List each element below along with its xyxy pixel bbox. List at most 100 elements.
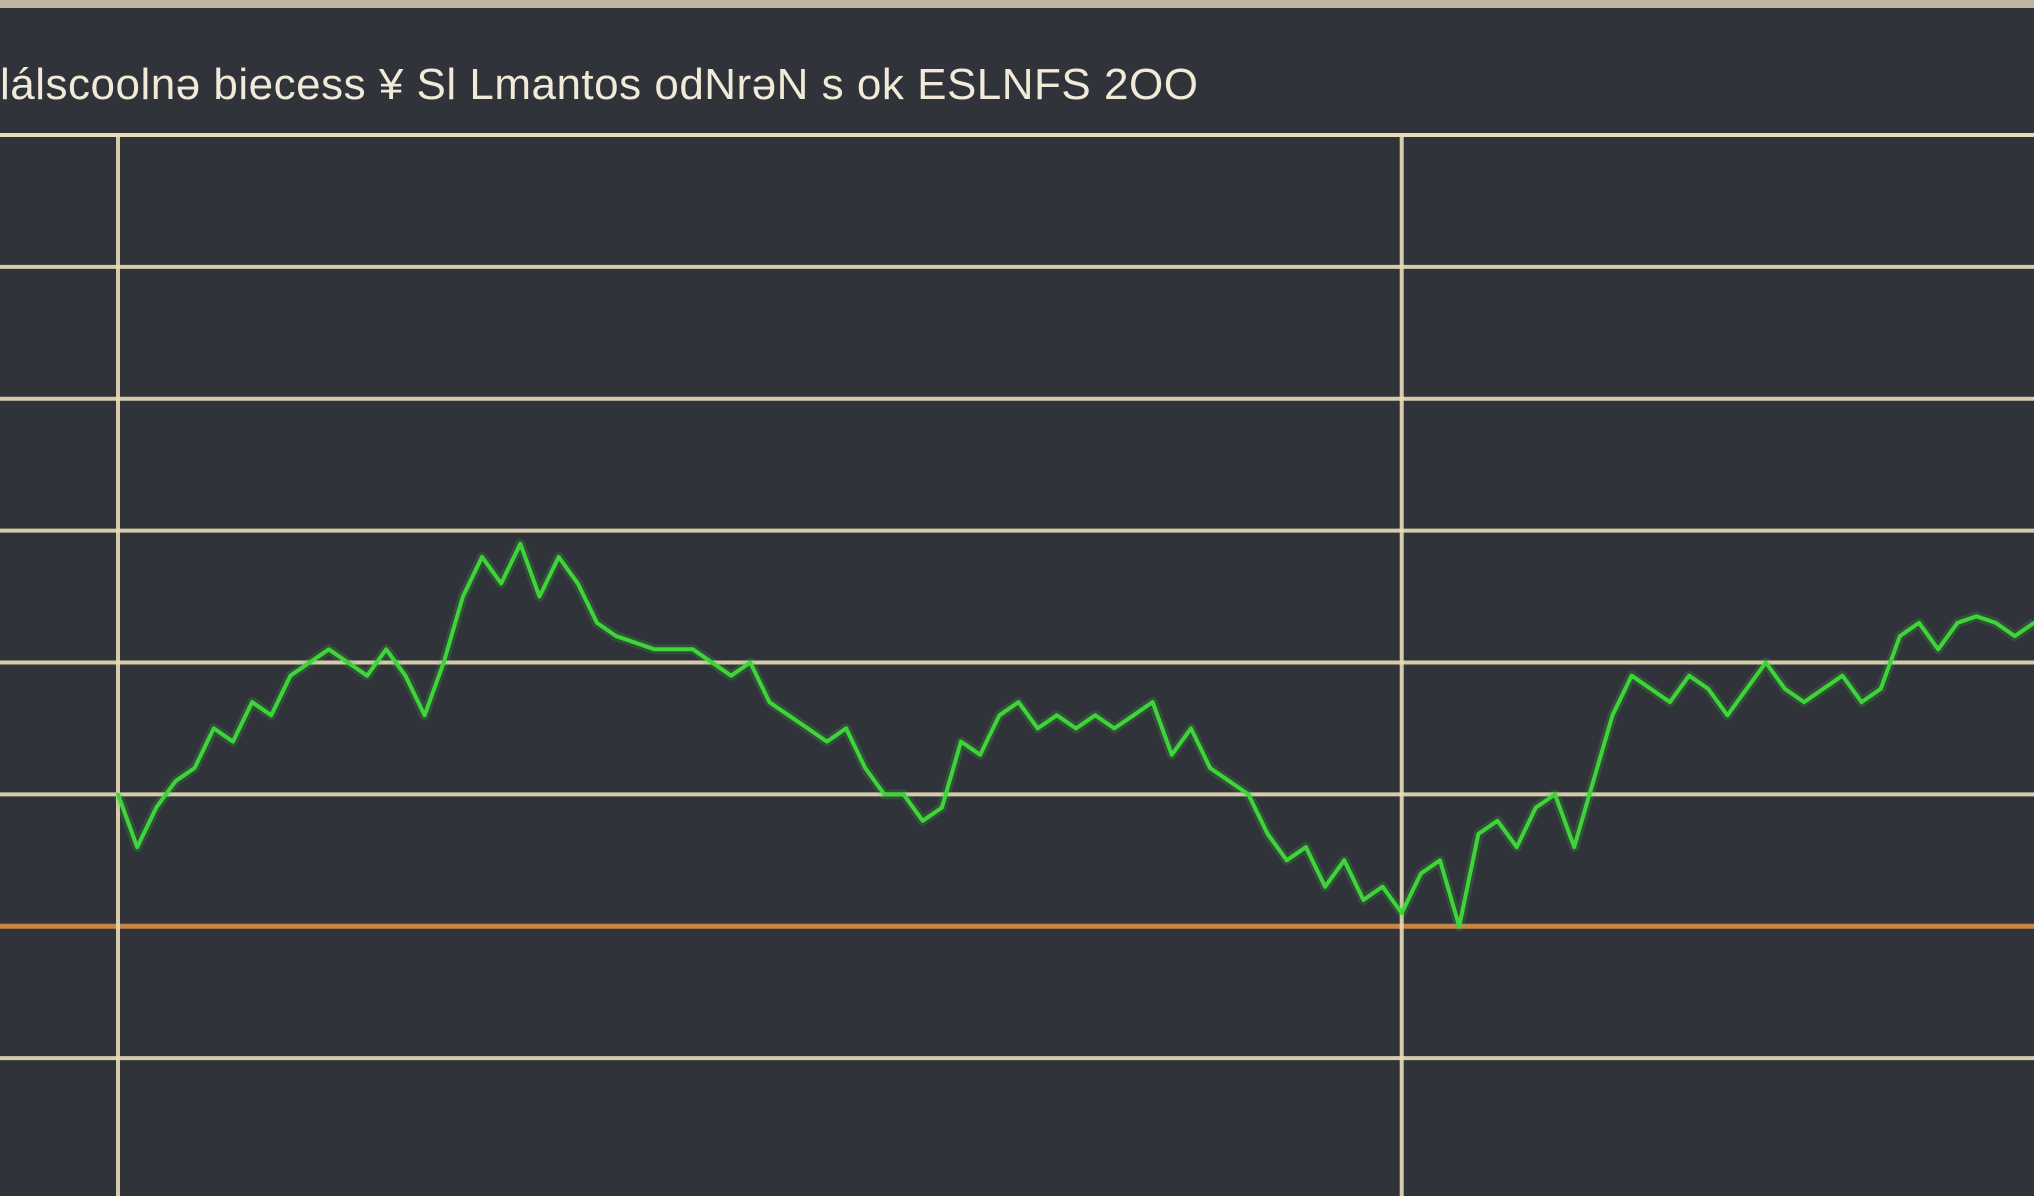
data-point — [269, 713, 273, 717]
data-point — [1630, 674, 1634, 678]
data-point — [1246, 792, 1250, 796]
data-point — [1706, 687, 1710, 691]
data-point — [940, 806, 944, 810]
data-point — [576, 581, 580, 585]
data-point — [2013, 634, 2017, 638]
data-point — [1151, 700, 1155, 704]
data-point — [1266, 832, 1270, 836]
data-point — [1074, 726, 1078, 730]
top-border — [0, 0, 2034, 8]
data-point — [1457, 924, 1461, 928]
data-point — [499, 581, 503, 585]
data-point — [921, 819, 925, 823]
series-layer — [113, 538, 2034, 932]
data-point — [672, 647, 676, 651]
data-point — [710, 661, 714, 664]
series-line — [116, 541, 2034, 929]
data-point — [1227, 779, 1231, 783]
data-point — [1342, 858, 1346, 862]
data-point — [844, 726, 848, 730]
data-point — [1860, 700, 1864, 704]
data-point — [327, 647, 331, 651]
data-point — [633, 641, 637, 645]
data-point — [806, 726, 810, 730]
data-point — [691, 647, 695, 651]
data-point — [1975, 614, 1979, 618]
chart-title: lálscoolnə biecess ¥ Sl Lmantos odNrəN s… — [0, 60, 1199, 109]
data-point — [1745, 687, 1749, 691]
data-point — [902, 792, 906, 796]
data-point — [1055, 713, 1059, 717]
data-point — [652, 647, 656, 651]
data-point — [288, 674, 292, 678]
data-point — [825, 740, 829, 744]
data-point — [1725, 713, 1729, 717]
data-point — [1419, 872, 1423, 875]
data-point — [1381, 885, 1385, 889]
data-point — [173, 779, 177, 783]
data-point — [1553, 792, 1557, 796]
data-point — [193, 766, 197, 770]
data-point — [212, 726, 216, 730]
data-point — [882, 792, 886, 796]
data-point — [1764, 661, 1768, 664]
data-point — [614, 634, 618, 638]
data-point — [1476, 832, 1480, 836]
data-point — [748, 661, 752, 664]
data-point — [978, 753, 982, 757]
data-point — [1170, 753, 1174, 757]
data-point — [959, 740, 963, 744]
data-point — [1936, 647, 1940, 651]
data-point — [1400, 911, 1404, 915]
data-point — [518, 542, 522, 546]
data-point — [1802, 700, 1806, 704]
data-point — [787, 713, 791, 717]
data-point — [1610, 713, 1614, 717]
data-point — [135, 845, 139, 849]
data-point — [1496, 819, 1500, 823]
series-line-glow — [113, 538, 2034, 932]
data-point — [1304, 845, 1308, 849]
data-point — [1361, 898, 1365, 902]
data-point — [1591, 779, 1595, 783]
data-point — [1131, 713, 1135, 717]
data-point — [1898, 634, 1902, 638]
data-point — [538, 595, 542, 599]
data-point — [1821, 687, 1825, 691]
data-point — [1668, 700, 1672, 704]
data-point — [423, 713, 427, 717]
data-point — [154, 806, 158, 810]
data-point — [1189, 726, 1193, 730]
data-point — [1840, 674, 1844, 678]
data-point — [1879, 687, 1883, 691]
grid-layer — [0, 133, 2034, 1196]
data-point — [863, 766, 867, 770]
data-point — [997, 713, 1001, 717]
data-point — [557, 555, 561, 559]
data-point — [1036, 726, 1040, 730]
data-point — [116, 792, 120, 796]
data-point — [403, 674, 407, 678]
data-point — [308, 661, 312, 664]
data-point — [1323, 885, 1327, 889]
data-point — [231, 740, 235, 744]
data-point — [1093, 713, 1097, 717]
data-point — [1017, 700, 1021, 704]
data-point — [1994, 621, 1998, 625]
data-point — [442, 661, 446, 664]
data-point — [1438, 858, 1442, 862]
data-point — [1783, 687, 1787, 691]
data-point — [1534, 806, 1538, 810]
data-point — [461, 595, 465, 599]
data-point — [1917, 621, 1921, 625]
data-point — [1515, 845, 1519, 849]
data-point — [1572, 845, 1576, 849]
data-point — [1112, 726, 1116, 730]
data-point — [1687, 674, 1691, 678]
data-point — [365, 674, 369, 678]
data-point — [346, 661, 350, 664]
data-point — [1208, 766, 1212, 770]
data-point — [384, 647, 388, 651]
